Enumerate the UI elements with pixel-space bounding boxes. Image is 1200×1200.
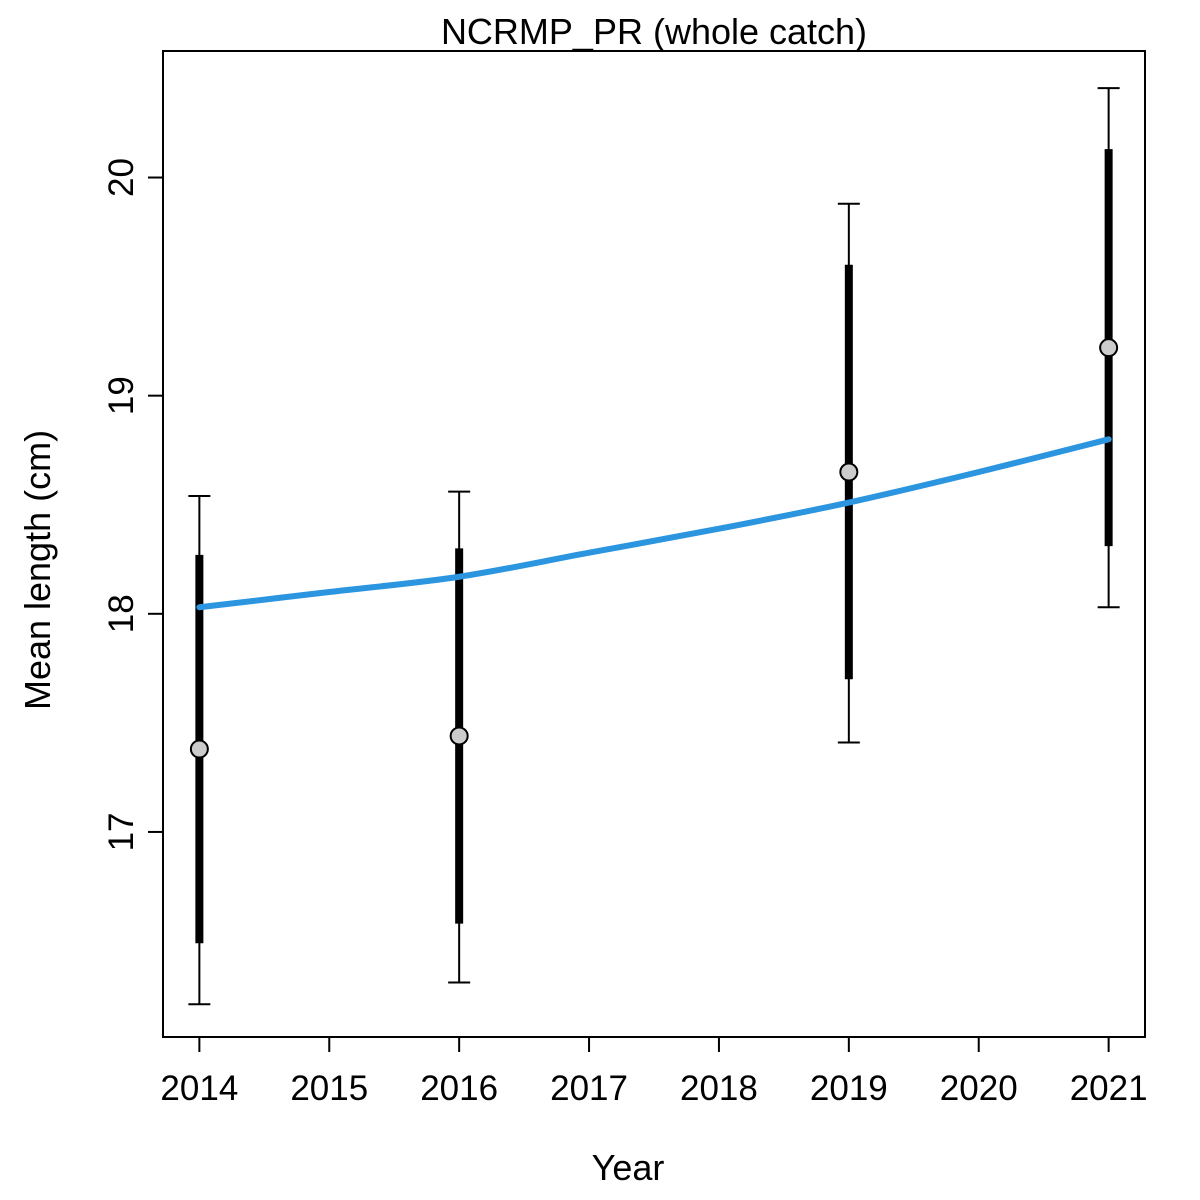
y-tick-label-19: 19 [102,376,141,415]
x-tick-label-2015: 2015 [290,1069,368,1108]
x-tick-label-2018: 2018 [680,1069,758,1108]
observed-points [189,338,1119,759]
x-tick-label-2020: 2020 [940,1069,1018,1108]
y-tick-label-17: 17 [102,812,141,851]
chart-title: NCRMP_PR (whole catch) [441,11,867,52]
outer-interval-bars [188,87,1120,1006]
y-axis-label: Mean length (cm) [17,430,58,710]
expected-fit-line [196,436,1112,611]
inner-interval-bars [195,149,1113,944]
observed-point-2016 [449,726,469,746]
x-tick-label-2016: 2016 [420,1069,498,1108]
x-tick-label-2017: 2017 [550,1069,628,1108]
observed-point-2019 [839,462,859,482]
x-tick-label-2014: 2014 [160,1069,238,1108]
y-tick-label-20: 20 [102,158,141,197]
expected-line [196,436,1112,611]
y-tick-label-18: 18 [102,594,141,633]
y-axis: 17 18 19 20 [102,158,163,851]
x-axis-label: Year [592,1147,665,1188]
observed-point-2021 [1099,338,1119,358]
x-tick-label-2019: 2019 [810,1069,888,1108]
observed-point-2014 [189,739,209,759]
plot-frame [162,50,1146,1038]
x-axis: 2014 2015 2016 2017 2018 2019 2020 2021 [160,1037,1148,1108]
x-tick-label-2021: 2021 [1070,1069,1148,1108]
